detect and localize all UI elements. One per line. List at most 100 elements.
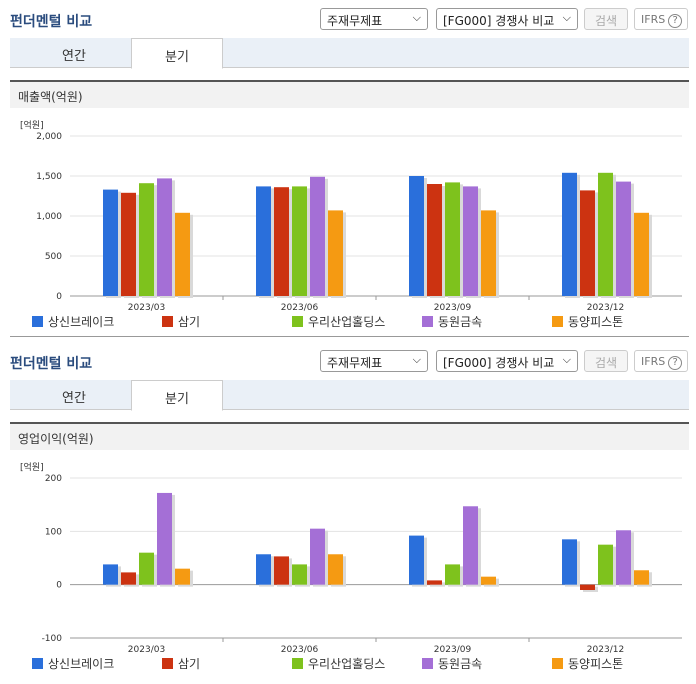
y-unit-label: [억원] [20,121,44,131]
bar-4-2023-06 [310,528,325,585]
bar-3-2023-06 [292,186,307,296]
bar-1-2023-09 [409,535,424,585]
chevron-down-icon: ⌵ [562,11,571,24]
statement-select-value: 주재무제표 [327,14,383,28]
legend-item[interactable]: 상신브레이크 [32,313,114,330]
bar-3-2023-09 [445,564,460,585]
statement-select[interactable]: 주재무제표 ⌵ [320,8,428,30]
chart-legend: 상신브레이크 삼기 우리산업홀딩스 동원금속 동양피스톤 [0,655,696,673]
bar-2-2023-09 [427,184,442,296]
ifrs-button[interactable]: IFRS? [634,350,688,372]
panel-header: 펀더멘털 비교 주재무제표 ⌵ [FG000] 경쟁사 비교 ⌵ 검색 IFRS… [0,0,696,34]
chart-subtitle: 매출액(억원) [10,80,689,108]
search-button[interactable]: 검색 [584,350,628,372]
x-tick-label: 2023/12 [587,303,624,313]
legend-item[interactable]: 동양피스톤 [552,655,623,672]
legend-label: 동양피스톤 [568,657,624,671]
divider [10,336,689,337]
legend-label: 우리산업홀딩스 [308,315,386,329]
bar-1-2023-12 [562,539,577,585]
y-tick-label: 0 [56,292,62,302]
bar-4-2023-12 [616,530,631,585]
legend-swatch [32,316,43,327]
legend-item[interactable]: 동원금속 [422,655,482,672]
statement-select-value: 주재무제표 [327,356,383,370]
statement-select[interactable]: 주재무제표 ⌵ [320,350,428,372]
x-tick-label: 2023/09 [434,645,472,655]
ifrs-button[interactable]: IFRS? [634,8,688,30]
bar-5-2023-03 [175,568,190,585]
ifrs-label: IFRS [641,13,666,26]
period-tabs: 연간 분기 [10,380,689,411]
bar-3-2023-03 [139,552,154,585]
ifrs-label: IFRS [641,355,666,368]
x-tick-label: 2023/03 [128,303,165,313]
chevron-down-icon: ⌵ [412,353,421,366]
legend-item[interactable]: 삼기 [162,313,200,330]
legend-swatch [32,658,43,669]
bar-3-2023-12 [598,172,613,296]
panel-header: 펀더멘털 비교 주재무제표 ⌵ [FG000] 경쟁사 비교 ⌵ 검색 IFRS… [0,342,696,376]
peer-group-select[interactable]: [FG000] 경쟁사 비교 ⌵ [436,350,578,372]
legend-swatch [162,658,173,669]
y-tick-label: 200 [45,474,62,484]
bar-4-2023-03 [157,178,172,296]
legend-item[interactable]: 동원금속 [422,313,482,330]
bar-3-2023-03 [139,183,154,296]
bar-2-2023-03 [121,192,136,296]
tab-quarterly[interactable]: 분기 [131,380,223,411]
bar-5-2023-03 [175,212,190,296]
legend-swatch [162,316,173,327]
legend-label: 삼기 [178,315,201,329]
bar-2-2023-12 [580,584,595,590]
tab-annual[interactable]: 연간 [62,49,86,64]
legend-item[interactable]: 우리산업홀딩스 [292,655,385,672]
legend-swatch [552,316,563,327]
bar-3-2023-06 [292,564,307,585]
bar-5-2023-09 [481,210,496,296]
bar-1-2023-06 [256,186,271,296]
y-tick-label: 100 [45,527,62,537]
peer-group-select-value: [FG000] 경쟁사 비교 [443,356,555,370]
help-icon: ? [668,14,683,28]
bar-4-2023-12 [616,181,631,296]
legend-item[interactable]: 동양피스톤 [552,313,623,330]
y-unit-label: [억원] [20,463,44,473]
bar-3-2023-09 [445,182,460,296]
legend-item[interactable]: 삼기 [162,655,200,672]
y-tick-label: 500 [45,252,62,262]
revenue-chart: 2,000 1,500 1,000 500 0 2023/03 2023/06 2023/09… [36,132,682,313]
legend-label: 우리산업홀딩스 [308,657,386,671]
x-tick-label: 2023/06 [281,303,319,313]
bar-4-2023-06 [310,176,325,296]
panel-title: 펀더멘털 비교 [10,14,93,30]
tab-quarterly[interactable]: 분기 [131,38,223,69]
legend-label: 동원금속 [438,315,483,329]
bar-2-2023-03 [121,572,136,585]
chart-legend: 상신브레이크 삼기 우리산업홀딩스 동원금속 동양피스톤 [0,313,696,331]
bar-5-2023-12 [634,570,649,585]
bar-1-2023-06 [256,554,271,585]
bar-5-2023-09 [481,576,496,585]
help-icon: ? [668,356,683,370]
period-tabs: 연간 분기 [10,38,689,69]
legend-item[interactable]: 상신브레이크 [32,655,114,672]
x-tick-label: 2023/06 [281,645,319,655]
bar-5-2023-06 [328,210,343,296]
bar-2-2023-06 [274,187,289,296]
bar-5-2023-06 [328,554,343,585]
y-tick-label: 0 [56,581,62,591]
chevron-down-icon: ⌵ [412,11,421,24]
panel-title: 펀더멘털 비교 [10,356,93,372]
search-button[interactable]: 검색 [584,8,628,30]
peer-group-select[interactable]: [FG000] 경쟁사 비교 ⌵ [436,8,578,30]
y-tick-label: 1,500 [36,172,62,182]
bar-1-2023-03 [103,189,118,296]
legend-item[interactable]: 우리산업홀딩스 [292,313,385,330]
bar-1-2023-09 [409,176,424,296]
legend-label: 상신브레이크 [48,657,115,671]
fundamental-panel-operating-profit: 펀더멘털 비교 주재무제표 ⌵ [FG000] 경쟁사 비교 ⌵ 검색 IFRS… [0,342,696,684]
legend-swatch [422,658,433,669]
tab-annual[interactable]: 연간 [62,391,86,406]
bar-1-2023-12 [562,172,577,296]
